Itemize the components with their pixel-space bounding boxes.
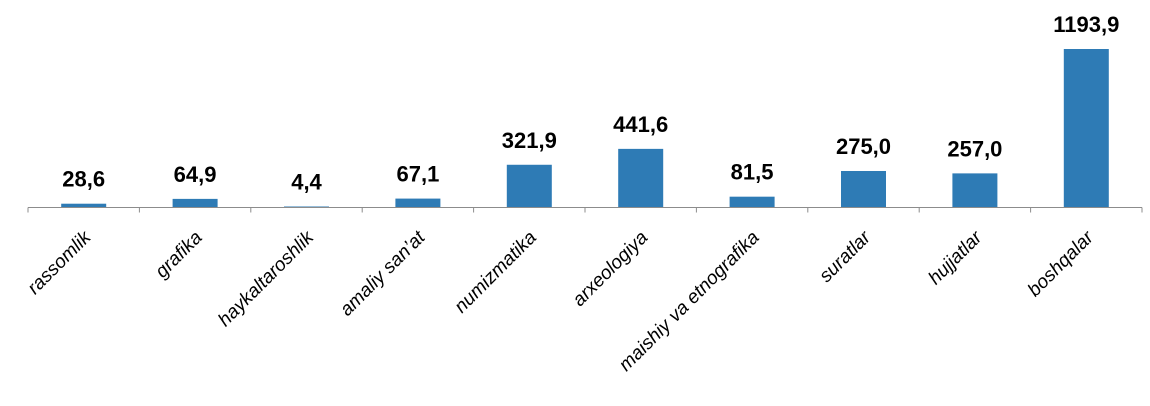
category-label-8: hujjatlar <box>925 227 987 289</box>
value-label-9: 1193,9 <box>1053 12 1119 37</box>
bar-9 <box>1063 49 1109 208</box>
value-label-7: 275,0 <box>836 134 891 159</box>
category-label-4: numizmatika <box>451 227 541 317</box>
bar-3 <box>395 198 441 208</box>
value-label-8: 257,0 <box>947 136 1002 161</box>
bar-4 <box>506 164 552 208</box>
category-label-3: amaliy san’at <box>336 227 430 321</box>
bar-6 <box>729 196 775 208</box>
value-label-3: 67,1 <box>396 162 439 187</box>
category-label-9: boshqalar <box>1024 227 1098 301</box>
value-label-0: 28,6 <box>62 167 105 192</box>
category-label-7: suratlar <box>815 227 875 287</box>
x-axis-ticks <box>27 207 1143 213</box>
value-label-5: 441,6 <box>613 112 668 137</box>
category-label-2: haykaltaroshlik <box>214 226 319 331</box>
category-labels: rassomlik grafika haykaltaroshlik amaliy sa… <box>24 226 1099 376</box>
bar-7 <box>841 170 886 208</box>
bars-group <box>61 49 1109 208</box>
category-label-0: rassomlik <box>24 226 97 299</box>
bar-1 <box>172 198 218 208</box>
value-label-6: 81,5 <box>731 160 774 185</box>
value-label-1: 64,9 <box>174 162 217 187</box>
value-label-2: 4,4 <box>291 170 322 195</box>
bar-0 <box>61 203 107 208</box>
value-labels: 28,6 64,9 4,4 67,1 321,9 441,6 81,5 275,0 257,0 1… <box>62 12 1119 195</box>
bar-5 <box>618 148 664 208</box>
category-label-1: grafika <box>151 227 206 282</box>
category-label-5: arxeologiya <box>569 227 653 311</box>
bar-8 <box>952 173 998 208</box>
value-label-4: 321,9 <box>502 128 557 153</box>
